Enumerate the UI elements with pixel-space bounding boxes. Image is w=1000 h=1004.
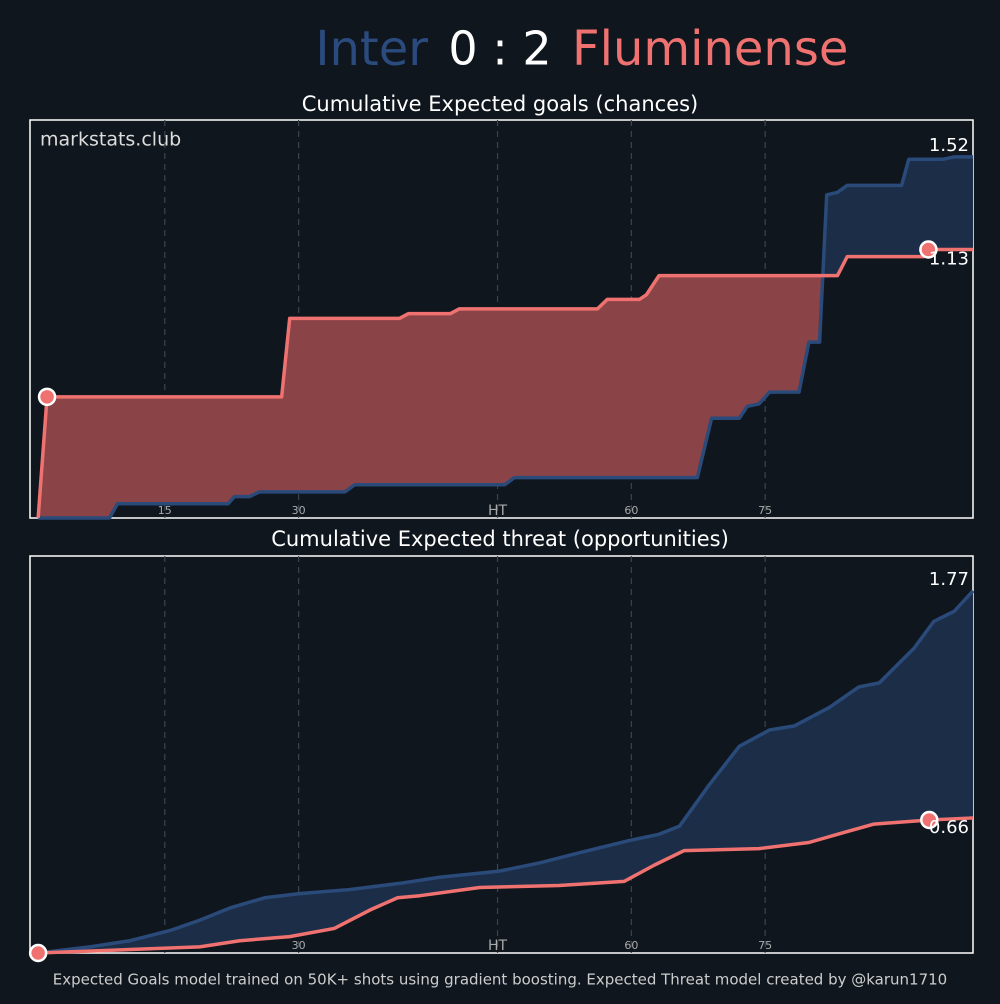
end-value-label: 0.66 (929, 817, 969, 838)
end-value-label: 1.13 (929, 248, 969, 269)
home-team: Inter (315, 21, 428, 77)
score: 0 : 2 (448, 22, 551, 76)
line (37, 589, 975, 955)
marker (919, 240, 938, 259)
chart-title: Cumulative Expected goals (chances) (302, 92, 699, 116)
line (36, 247, 973, 519)
away-team: Fluminense (572, 21, 848, 77)
marker (37, 387, 57, 407)
line (38, 155, 973, 520)
marker (920, 810, 939, 830)
chart-title: Cumulative Expected threat (opportunitie… (271, 527, 729, 551)
footer: Expected Goals model trained on 50K+ sho… (53, 971, 947, 989)
end-value-label: 1.77 (929, 569, 969, 590)
line (38, 816, 974, 955)
area (38, 817, 974, 953)
marker (28, 943, 48, 963)
area (38, 249, 974, 518)
watermark: markstats.club (40, 129, 181, 151)
end-value-label: 1.52 (929, 135, 969, 156)
